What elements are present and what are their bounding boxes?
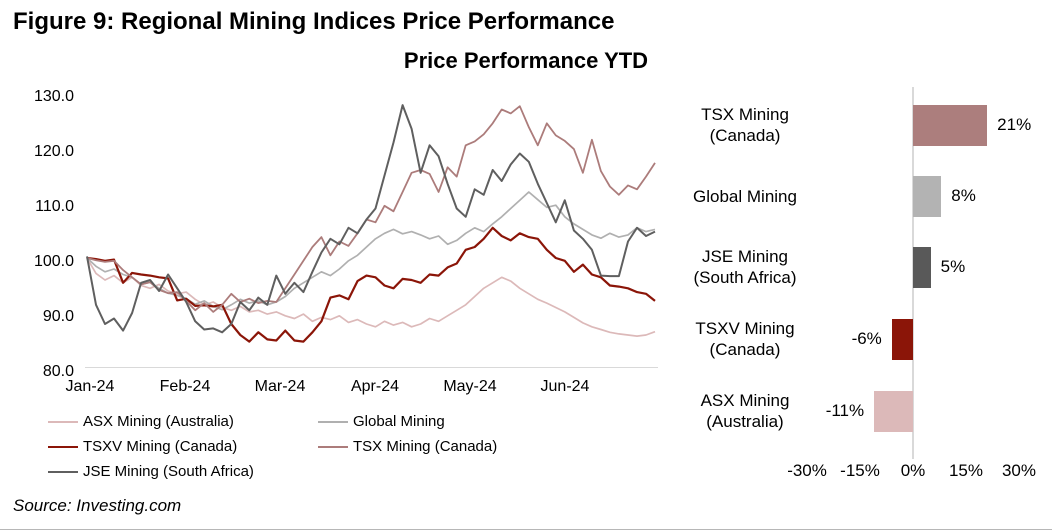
x-axis-tick-label: May-24 (443, 378, 497, 395)
legend-item-label: TSX Mining (Canada) (353, 438, 498, 455)
bar-chart: TSX Mining (Canada) 21% Global Mining 8% JSE… (660, 85, 1052, 495)
source-note: Source: Investing.com (13, 496, 182, 515)
x-axis-tick-label: Apr-24 (350, 378, 400, 395)
figure-title: Figure 9: Regional Mining Indices Price … (13, 8, 615, 35)
x-axis-tick-label: Jan-24 (65, 378, 115, 395)
bar-category-label: ASX Mining (Australia) (700, 391, 790, 431)
y-axis-tick-label: 80.0 (42, 363, 74, 380)
bar-value-label: -6% (851, 329, 882, 348)
line-chart-plot (86, 104, 656, 343)
bar (913, 104, 988, 146)
y-axis-tick-label: 120.0 (33, 143, 74, 160)
legend-line-swatch (48, 470, 78, 473)
bar-value-label: -11% (825, 401, 865, 420)
x-axis-line (85, 367, 658, 368)
legend-line-swatch (318, 445, 348, 448)
y-axis-tick-label: 100.0 (33, 253, 74, 270)
bar (874, 390, 913, 432)
legend-item-label: ASX Mining (Australia) (83, 413, 234, 430)
bar (913, 246, 931, 288)
bar-x-axis-tick-label: -15% (840, 461, 880, 480)
legend-item: TSX Mining (Canada) (318, 434, 618, 459)
legend-item: Global Mining (318, 409, 618, 434)
line-series (86, 257, 656, 337)
bar-category-label: TSX Mining (Canada) (701, 105, 789, 145)
legend-line-swatch (318, 420, 348, 423)
bar-category-label: JSE Mining (South Africa) (693, 247, 797, 287)
bar-x-axis-tick-label: 0% (900, 461, 926, 480)
bar-value-label: 8% (951, 186, 976, 205)
y-axis-tick-label: 90.0 (42, 308, 74, 325)
bar-x-axis-tick-label: 30% (1001, 461, 1036, 480)
bar-category-label: Global Mining (693, 186, 797, 206)
x-axis-tick-label: Jun-24 (540, 378, 590, 395)
legend-line-swatch (48, 420, 78, 423)
legend: ASX Mining (Australia) Global Mining TSXV … (48, 409, 668, 484)
line-series (86, 104, 656, 334)
legend-item: JSE Mining (South Africa) (48, 459, 318, 484)
y-axis-tick-label: 130.0 (33, 88, 74, 105)
legend-item-label: TSXV Mining (Canada) (83, 438, 238, 455)
legend-item: ASX Mining (Australia) (48, 409, 318, 434)
bar-x-axis-tick-label: -30% (787, 461, 827, 480)
line-chart: 130.0 120.0 110.0 100.0 90.0 80.0 Jan-24 Feb-24… (0, 85, 668, 415)
x-axis-tick-label: Mar-24 (254, 378, 306, 395)
legend-item: TSXV Mining (Canada) (48, 434, 318, 459)
legend-line-swatch (48, 445, 78, 448)
x-axis-tick-label: Feb-24 (159, 378, 211, 395)
legend-item-label: Global Mining (353, 413, 445, 430)
bar (891, 318, 913, 360)
y-axis-tick-label: 110.0 (35, 198, 74, 215)
bar (913, 175, 942, 217)
line-series (86, 226, 656, 343)
chart-title: Price Performance YTD (403, 48, 649, 73)
bottom-divider (0, 529, 1052, 530)
bar-value-label: 21% (997, 115, 1032, 134)
bar-value-label: 5% (940, 257, 966, 276)
bar-x-axis-tick-label: 15% (948, 461, 983, 480)
bar-category-label: TSXV Mining (Canada) (695, 319, 795, 359)
legend-item-label: JSE Mining (South Africa) (83, 463, 254, 480)
